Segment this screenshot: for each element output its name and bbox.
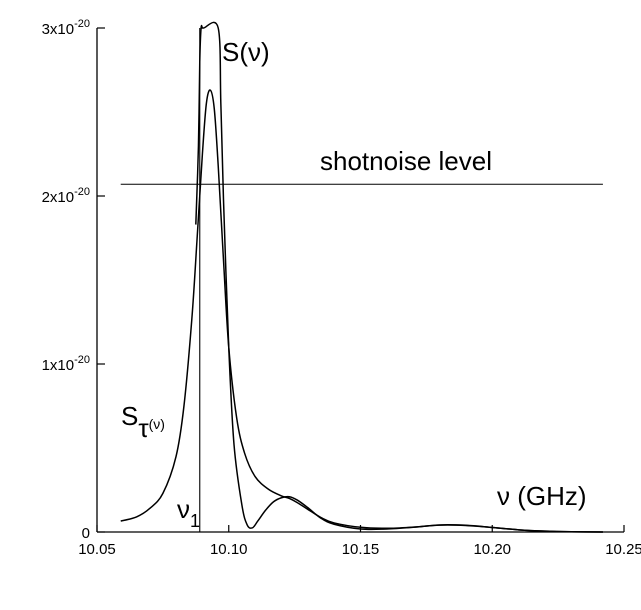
- y-tick-label-3: 3x10-20: [42, 18, 90, 38]
- series-label-S: S(ν): [222, 37, 270, 67]
- S-nu-curve: [195, 21, 603, 533]
- x-tick-label-0: 10.05: [78, 541, 116, 558]
- shotnoise-label: shotnoise level: [320, 146, 492, 176]
- y-tick-label-2: 2x10-20: [42, 186, 90, 206]
- x-axis-label: ν (GHz): [497, 481, 587, 511]
- x-ticks: 10.05 10.10 10.15 10.20 10.25: [78, 525, 641, 558]
- y-tick-label-0: 0: [82, 525, 90, 542]
- y-tick-label-1: 1x10-20: [42, 354, 90, 374]
- x-tick-label-3: 10.20: [473, 541, 511, 558]
- series-label-S-tau: Sτ(ν): [121, 401, 165, 443]
- nu1-label: ν1: [177, 494, 200, 531]
- x-tick-label-1: 10.10: [210, 541, 248, 558]
- S-tau-nu-curve: [120, 89, 603, 533]
- x-tick-label-2: 10.15: [342, 541, 380, 558]
- reference-layer: [120, 28, 603, 532]
- y-ticks: 0 1x10-20 2x10-20 3x10-20: [42, 18, 105, 542]
- series-layer: [120, 21, 603, 533]
- x-tick-label-4: 10.25: [605, 541, 641, 558]
